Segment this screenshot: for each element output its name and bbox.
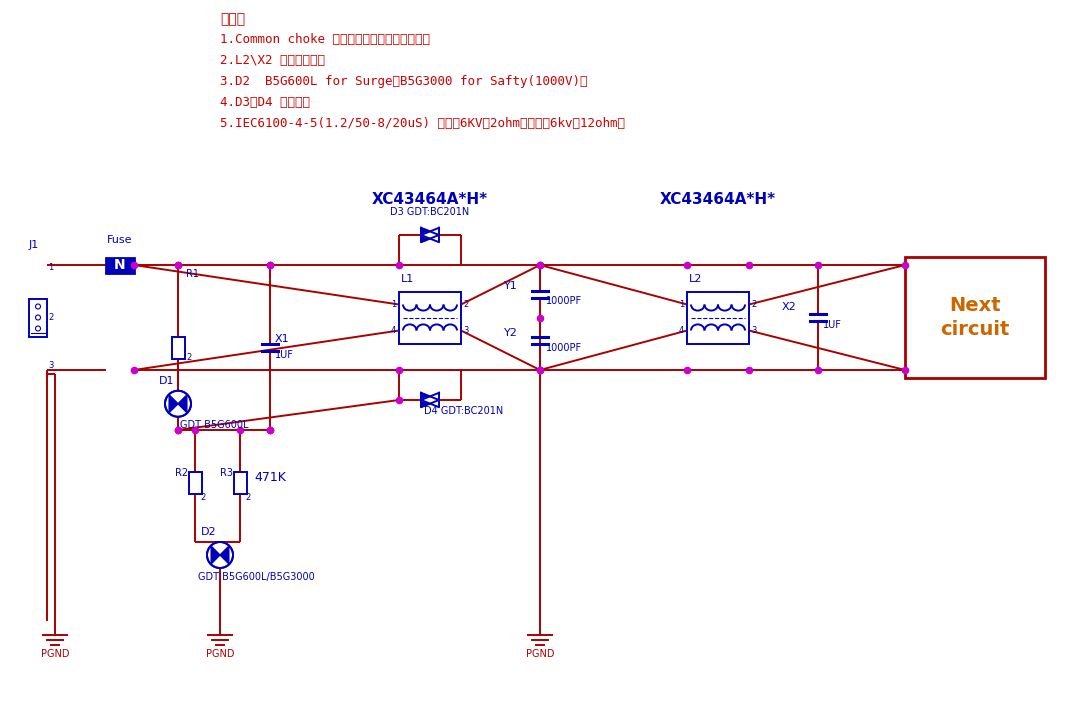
Text: 1UF: 1UF — [823, 320, 842, 329]
Text: 2: 2 — [186, 353, 191, 363]
Polygon shape — [178, 395, 187, 413]
Text: 5.IEC6100-4-5(1.2/50-8/20uS) 差模：6KV（2ohm），共樓6kv（12ohm）: 5.IEC6100-4-5(1.2/50-8/20uS) 差模：6KV（2ohm… — [220, 117, 625, 130]
Text: XC43464A*H*: XC43464A*H* — [372, 192, 488, 207]
Text: X1: X1 — [275, 334, 289, 344]
Text: 2: 2 — [463, 300, 469, 309]
Text: R3: R3 — [220, 468, 233, 479]
Polygon shape — [220, 546, 229, 564]
Text: Next: Next — [949, 296, 1001, 315]
Text: 1: 1 — [678, 300, 684, 309]
Text: N: N — [114, 258, 125, 272]
Text: 3: 3 — [751, 326, 756, 335]
Text: PGND: PGND — [526, 649, 554, 659]
Text: L2: L2 — [689, 273, 702, 284]
Polygon shape — [421, 228, 438, 242]
Text: circuit: circuit — [941, 320, 1010, 339]
Text: 2: 2 — [48, 313, 53, 322]
Text: R1: R1 — [186, 269, 199, 279]
Text: 备注：: 备注： — [220, 12, 245, 26]
Text: Fuse: Fuse — [107, 235, 133, 245]
Text: 2: 2 — [200, 493, 205, 501]
Text: PGND: PGND — [41, 649, 69, 659]
Circle shape — [207, 542, 233, 568]
Text: 3.D2  B5G600L for Surge，B5G3000 for Safty(1000V)。: 3.D2 B5G600L for Surge，B5G3000 for Safty… — [220, 75, 588, 88]
Text: XC43464A*H*: XC43464A*H* — [660, 192, 777, 207]
Polygon shape — [421, 228, 438, 242]
Bar — [172, 337, 185, 358]
Bar — [233, 472, 246, 494]
Text: 3: 3 — [463, 326, 469, 335]
Text: GDT B5G600L: GDT B5G600L — [180, 420, 248, 429]
Polygon shape — [421, 393, 438, 407]
Text: D4 GDT:BC201N: D4 GDT:BC201N — [424, 406, 503, 416]
Text: R2: R2 — [175, 468, 188, 479]
Text: L1: L1 — [401, 273, 415, 284]
Text: 1000PF: 1000PF — [546, 343, 582, 353]
Text: 2.L2\X2 可选择不加。: 2.L2\X2 可选择不加。 — [220, 54, 325, 67]
Text: 2: 2 — [245, 493, 251, 501]
Text: X2: X2 — [781, 303, 796, 313]
Bar — [687, 291, 750, 344]
Text: 1.Common choke 的选用要注意产品的工作电流: 1.Common choke 的选用要注意产品的工作电流 — [220, 33, 430, 46]
Bar — [106, 258, 134, 272]
Text: 4: 4 — [391, 326, 396, 335]
Text: 1: 1 — [391, 300, 396, 309]
Text: 1UF: 1UF — [275, 349, 294, 360]
Polygon shape — [212, 546, 220, 564]
Text: 3: 3 — [48, 361, 53, 370]
Text: D3 GDT:BC201N: D3 GDT:BC201N — [390, 207, 470, 217]
Bar — [189, 472, 202, 494]
Bar — [905, 257, 1045, 378]
Polygon shape — [170, 395, 178, 413]
Text: GDT B5G600L/B5G3000: GDT B5G600L/B5G3000 — [198, 572, 314, 582]
Text: 471K: 471K — [254, 471, 286, 484]
Text: Y2: Y2 — [504, 327, 518, 338]
Text: D1: D1 — [159, 376, 174, 386]
Text: 4.D3，D4 为退耀。: 4.D3，D4 为退耀。 — [220, 96, 310, 109]
Text: 4: 4 — [678, 326, 684, 335]
Bar — [29, 298, 48, 337]
Text: Y1: Y1 — [504, 282, 518, 291]
Circle shape — [165, 391, 191, 417]
Text: 2: 2 — [751, 300, 756, 309]
Polygon shape — [421, 393, 438, 407]
Circle shape — [36, 304, 41, 309]
Bar — [399, 291, 461, 344]
Circle shape — [36, 315, 41, 320]
Circle shape — [36, 326, 41, 331]
Text: J1: J1 — [29, 240, 39, 250]
Text: D2: D2 — [201, 527, 216, 537]
Text: 1000PF: 1000PF — [546, 296, 582, 306]
Text: 1: 1 — [48, 263, 53, 272]
Text: PGND: PGND — [206, 649, 234, 659]
